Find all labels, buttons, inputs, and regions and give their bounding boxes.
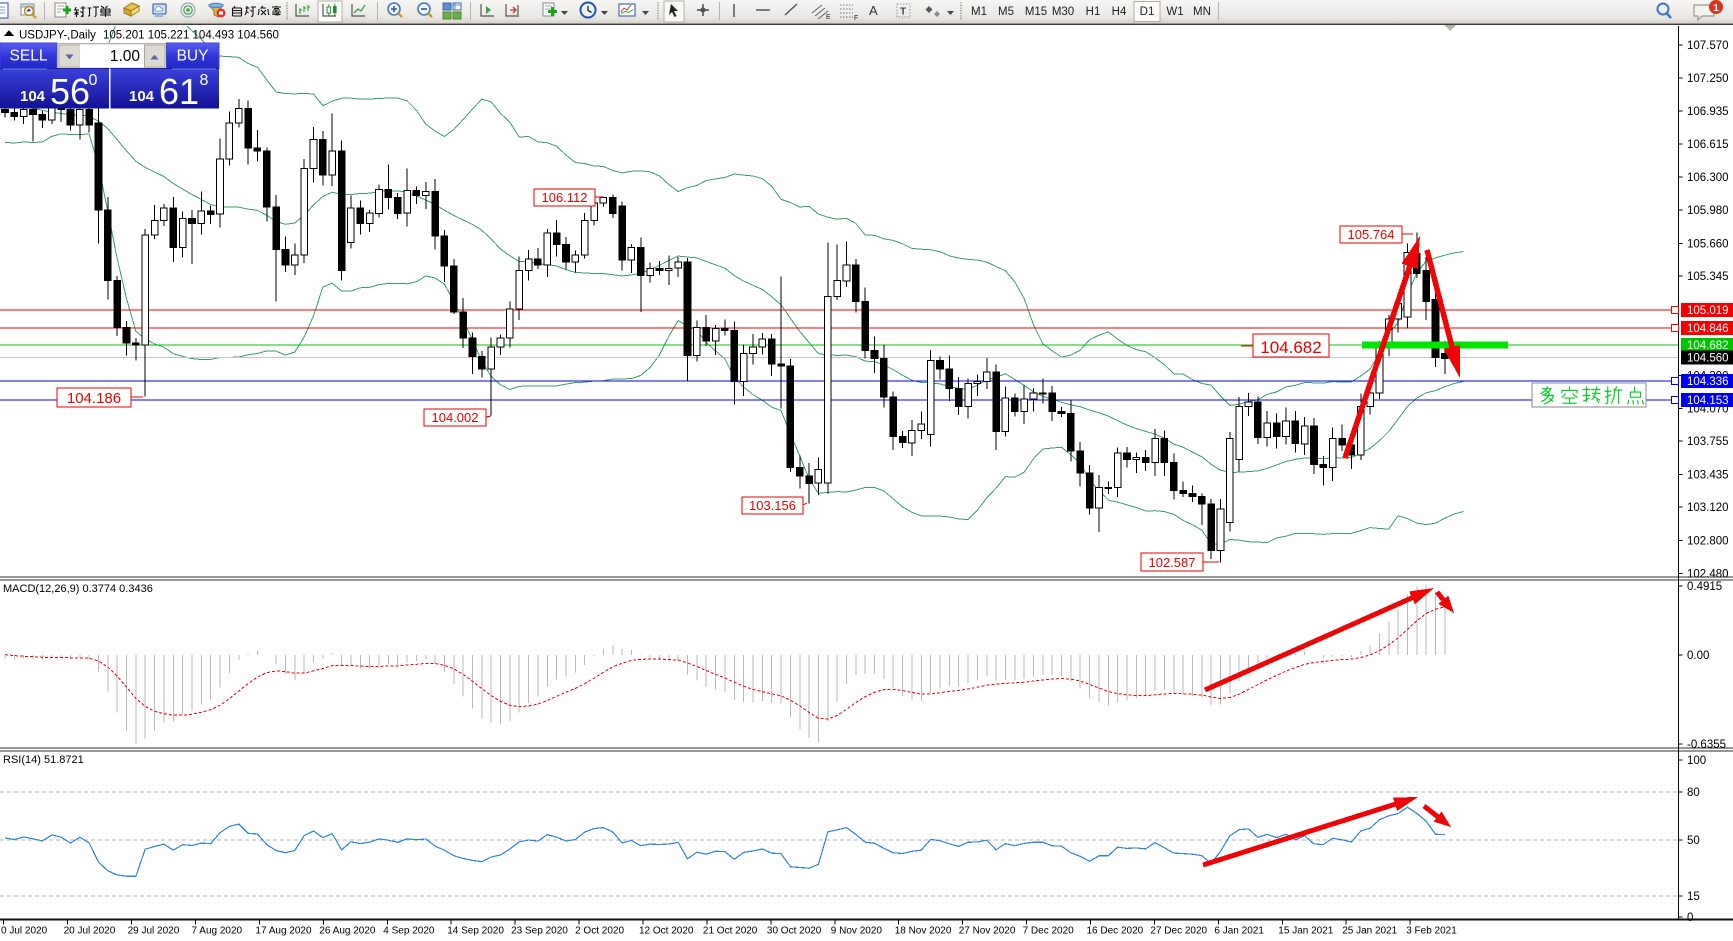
svg-text:MACD(12,26,9) 0.3774 0.3436: MACD(12,26,9) 0.3774 0.3436 — [3, 583, 153, 595]
svg-text:106.300: 106.300 — [1687, 172, 1729, 184]
svg-text:0 Jul 2020: 0 Jul 2020 — [1, 926, 48, 937]
svg-text:E: E — [826, 14, 831, 21]
svg-text:27 Nov 2020: 27 Nov 2020 — [959, 926, 1016, 937]
svg-text:4 Sep 2020: 4 Sep 2020 — [383, 926, 435, 937]
svg-text:15 Jan 2021: 15 Jan 2021 — [1278, 926, 1333, 937]
svg-text:M1: M1 — [971, 6, 987, 18]
svg-text:50: 50 — [1687, 835, 1700, 847]
svg-text:105.764: 105.764 — [1348, 227, 1395, 242]
svg-text:104.846: 104.846 — [1687, 323, 1729, 335]
svg-text:M30: M30 — [1052, 6, 1074, 18]
svg-text:30 Oct 2020: 30 Oct 2020 — [767, 926, 822, 937]
svg-text:M5: M5 — [998, 6, 1014, 18]
svg-text:14 Sep 2020: 14 Sep 2020 — [447, 926, 504, 937]
svg-text:8: 8 — [200, 72, 209, 89]
svg-text:12 Oct 2020: 12 Oct 2020 — [639, 926, 694, 937]
svg-text:0: 0 — [89, 72, 98, 89]
svg-text:104.153: 104.153 — [1687, 395, 1729, 407]
svg-text:80: 80 — [1687, 787, 1700, 799]
svg-text:104.336: 104.336 — [1687, 376, 1729, 388]
svg-text:F: F — [854, 15, 858, 22]
svg-text:6 Jan 2021: 6 Jan 2021 — [1214, 926, 1264, 937]
svg-text:20 Jul 2020: 20 Jul 2020 — [64, 926, 116, 937]
svg-text:29 Jul 2020: 29 Jul 2020 — [128, 926, 180, 937]
svg-text:106.112: 106.112 — [541, 190, 587, 205]
svg-text:21 Oct 2020: 21 Oct 2020 — [703, 926, 758, 937]
svg-text:102.587: 102.587 — [1149, 555, 1196, 570]
svg-text:104: 104 — [129, 88, 155, 105]
svg-text:W1: W1 — [1166, 6, 1183, 18]
svg-text:BUY: BUY — [177, 48, 209, 65]
svg-text:1.00: 1.00 — [110, 48, 141, 65]
svg-text:23 Sep 2020: 23 Sep 2020 — [511, 926, 568, 937]
svg-text:0.4915: 0.4915 — [1687, 581, 1722, 593]
svg-text:0: 0 — [1687, 912, 1693, 924]
svg-text:USDJPY-,Daily: USDJPY-,Daily — [19, 30, 96, 42]
svg-text:103.120: 103.120 — [1687, 502, 1729, 514]
svg-text:H1: H1 — [1086, 6, 1101, 18]
svg-text:104.002: 104.002 — [432, 410, 479, 425]
svg-text:105.660: 105.660 — [1687, 238, 1729, 250]
svg-text:104.560: 104.560 — [1687, 353, 1729, 365]
svg-text:27 Dec 2020: 27 Dec 2020 — [1150, 926, 1207, 937]
svg-text:D1: D1 — [1140, 6, 1155, 18]
svg-text:17 Aug 2020: 17 Aug 2020 — [255, 926, 312, 937]
svg-text:104: 104 — [20, 88, 46, 105]
svg-text:16 Dec 2020: 16 Dec 2020 — [1087, 926, 1144, 937]
svg-text:A: A — [869, 3, 878, 18]
svg-text:M15: M15 — [1025, 6, 1047, 18]
svg-text:105.201 105.221 104.493 104.56: 105.201 105.221 104.493 104.560 — [103, 30, 279, 42]
svg-text:106.935: 106.935 — [1687, 106, 1729, 118]
svg-text:103.435: 103.435 — [1687, 470, 1729, 482]
svg-text:RSI(14) 51.8721: RSI(14) 51.8721 — [3, 754, 84, 766]
svg-text:H4: H4 — [1112, 6, 1127, 18]
svg-text:105.019: 105.019 — [1687, 305, 1729, 317]
svg-text:104.682: 104.682 — [1687, 340, 1729, 352]
svg-text:SELL: SELL — [10, 48, 48, 65]
svg-text:106.615: 106.615 — [1687, 139, 1729, 151]
svg-text:1: 1 — [1713, 2, 1719, 14]
svg-text:7 Dec 2020: 7 Dec 2020 — [1023, 926, 1075, 937]
svg-text:T: T — [900, 7, 906, 18]
svg-text:MN: MN — [1193, 6, 1211, 18]
svg-text:61: 61 — [159, 71, 199, 112]
svg-text:102.480: 102.480 — [1687, 569, 1729, 581]
svg-text:56: 56 — [50, 71, 90, 112]
svg-text:107.570: 107.570 — [1687, 40, 1729, 52]
svg-text:25 Jan 2021: 25 Jan 2021 — [1342, 926, 1397, 937]
svg-text:107.250: 107.250 — [1687, 73, 1729, 85]
svg-text:104.682: 104.682 — [1260, 338, 1321, 357]
svg-text:9 Nov 2020: 9 Nov 2020 — [831, 926, 883, 937]
svg-text:2 Oct 2020: 2 Oct 2020 — [575, 926, 624, 937]
svg-text:18 Nov 2020: 18 Nov 2020 — [895, 926, 952, 937]
svg-text:3 Feb 2021: 3 Feb 2021 — [1406, 926, 1457, 937]
svg-text:103.755: 103.755 — [1687, 436, 1729, 448]
svg-text:102.800: 102.800 — [1687, 535, 1729, 547]
svg-text:7 Aug 2020: 7 Aug 2020 — [192, 926, 243, 937]
svg-text:100: 100 — [1687, 755, 1706, 767]
svg-text:26 Aug 2020: 26 Aug 2020 — [319, 926, 376, 937]
svg-text:0.00: 0.00 — [1687, 650, 1709, 662]
svg-text:-0.6355: -0.6355 — [1687, 739, 1726, 751]
svg-text:104.186: 104.186 — [67, 390, 121, 407]
svg-text:103.156: 103.156 — [749, 498, 796, 513]
svg-text:105.345: 105.345 — [1687, 271, 1729, 283]
svg-text:15: 15 — [1687, 891, 1700, 903]
svg-text:105.980: 105.980 — [1687, 205, 1729, 217]
